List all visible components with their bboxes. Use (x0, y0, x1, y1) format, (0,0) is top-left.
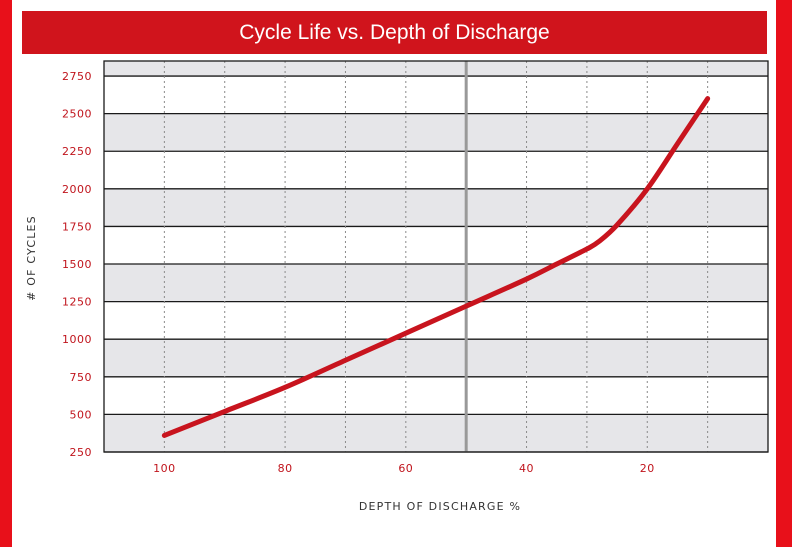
plot-bands (104, 61, 768, 452)
y-axis-label: # OF CYCLES (25, 215, 38, 301)
y-tick-label: 1500 (62, 258, 92, 271)
chart-title: Cycle Life vs. Depth of Discharge (239, 20, 550, 44)
x-tick-labels: 100 80 60 40 20 (153, 462, 655, 475)
plot-band (104, 113, 768, 152)
y-tick-label: 1000 (62, 333, 92, 346)
x-tick-label: 40 (519, 462, 534, 475)
y-tick-label: 250 (70, 446, 93, 459)
x-tick-label: 80 (278, 462, 293, 475)
plot-band (104, 188, 768, 227)
y-tick-label: 2250 (62, 145, 92, 158)
plot-band (104, 61, 768, 77)
title-bar: Cycle Life vs. Depth of Discharge (22, 11, 767, 54)
plot-band (104, 414, 768, 452)
y-tick-labels: 250 500 750 1000 1250 1500 1750 2000 2250 2500 275… (62, 70, 92, 459)
x-axis-label: DEPTH OF DISCHARGE % (359, 500, 521, 513)
plot-band (104, 264, 768, 302)
y-tick-label: 2500 (62, 108, 92, 121)
y-tick-label: 500 (70, 408, 93, 421)
y-tick-label: 1750 (62, 220, 92, 233)
y-tick-label: 1250 (62, 296, 92, 309)
y-tick-label: 2000 (62, 183, 92, 196)
y-tick-label: 2750 (62, 70, 92, 83)
series-line (161, 96, 711, 438)
plot-band (104, 339, 768, 377)
x-tick-label: 20 (640, 462, 655, 475)
x-tick-label: 60 (398, 462, 413, 475)
plot-border (103, 60, 769, 453)
y-tick-label: 750 (70, 371, 93, 384)
x-tick-label: 100 (153, 462, 176, 475)
